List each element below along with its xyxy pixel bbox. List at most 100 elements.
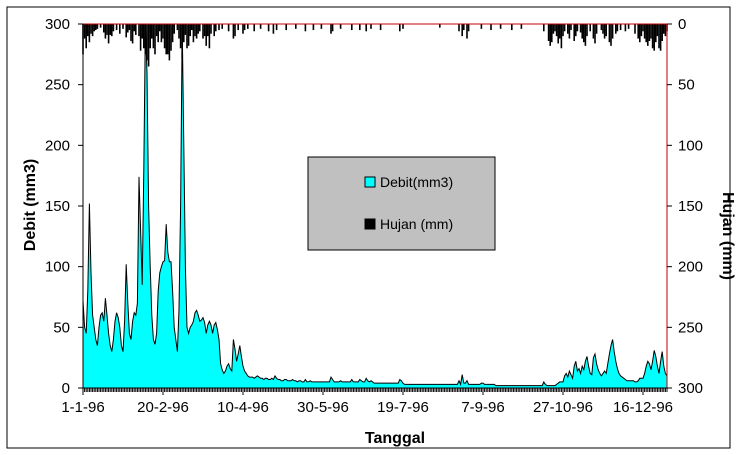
hujan-bar — [138, 24, 140, 37]
axis-layer: 0 50 100 150 200 250 300 0 50 100 150 200 250 300 1-1-… — [45, 16, 703, 416]
legend-box — [307, 156, 496, 251]
hujan-bar — [458, 24, 460, 32]
hujan-bar — [552, 24, 555, 34]
hujan-bar — [210, 24, 212, 34]
hujan-bar — [551, 24, 553, 43]
hujan-bar — [184, 24, 187, 35]
hujan-bar — [285, 24, 287, 31]
hujan-bar — [595, 24, 598, 34]
hujan-bar — [648, 24, 651, 41]
hujan-bar — [146, 24, 148, 61]
hujan-bar — [359, 24, 361, 31]
hujan-bar — [399, 24, 401, 32]
hujan-bar — [186, 24, 188, 49]
hujan-bar — [168, 24, 171, 61]
hujan-bar — [199, 24, 201, 32]
hujan-bar — [242, 24, 244, 34]
plot-layer — [82, 23, 668, 388]
hujan-bar — [466, 24, 468, 39]
hujan-bar — [95, 24, 97, 31]
hujan-bar — [218, 24, 220, 31]
hujan-bar — [611, 24, 614, 39]
x-tick-label: 27-10-96 — [533, 399, 593, 416]
hujan-bar — [107, 24, 110, 44]
hujan-bar — [634, 24, 636, 34]
y-tick-label: 50 — [53, 319, 70, 336]
hujan-bar — [275, 24, 278, 31]
hujan-bar — [144, 24, 147, 55]
hujan-bar — [259, 24, 262, 29]
hujan-bar — [183, 24, 185, 43]
hujan-bar — [99, 24, 102, 28]
y2-tick-label: 0 — [678, 16, 686, 33]
hujan-bar — [171, 24, 174, 43]
y-axis-title: Debit (mm3) — [22, 159, 39, 251]
hujan-bar — [213, 24, 215, 37]
hujan-bar — [330, 24, 332, 34]
hujan-bar — [243, 24, 246, 31]
hujan-bar — [104, 24, 107, 39]
hujan-bar — [194, 24, 196, 37]
y-tick-label: 150 — [45, 198, 70, 215]
hujan-bar — [650, 24, 652, 39]
hujan-bar — [93, 24, 95, 32]
hujan-bar — [203, 24, 206, 37]
y2-tick-label: 150 — [678, 198, 703, 215]
hujan-bar — [365, 24, 367, 32]
hujan-bar — [147, 24, 150, 67]
hujan-bar — [379, 24, 382, 31]
hujan-bar — [563, 24, 566, 32]
y2-tick-label: 50 — [678, 77, 695, 94]
hujan-bar — [559, 24, 561, 39]
legend: Debit(mm3) Hujan (mm) — [307, 156, 496, 251]
x-tick-label: 16-12-96 — [613, 399, 673, 416]
hujan-bar — [163, 24, 166, 49]
hujan-bar — [215, 24, 217, 32]
hujan-bar — [370, 24, 372, 29]
hujan-bar — [584, 24, 587, 46]
y-tick-label: 100 — [45, 259, 70, 276]
hujan-bar — [331, 24, 334, 32]
hujan-bar — [112, 24, 115, 32]
hujan-bar — [575, 24, 577, 37]
hujan-bar — [312, 24, 315, 31]
hujan-bar — [181, 24, 183, 58]
hujan-bar — [122, 24, 124, 29]
y-tick-label: 0 — [62, 380, 70, 397]
hujan-bar — [125, 24, 127, 38]
hujan-bar — [115, 24, 118, 31]
hujan-bar — [637, 24, 639, 39]
hujan-bar — [155, 24, 158, 37]
hujan-bar — [227, 24, 230, 32]
hujan-bar — [655, 24, 657, 43]
hujan-bar — [135, 24, 137, 35]
hujan-bar — [157, 24, 159, 43]
legend-label-debit: Debit(mm3) — [380, 174, 453, 190]
hujan-bar — [351, 24, 353, 31]
y2-tick-label: 250 — [678, 319, 703, 336]
hujan-bar — [615, 24, 617, 34]
hujan-bar — [490, 24, 492, 31]
hujan-bar — [619, 24, 622, 31]
hujan-bar — [568, 24, 571, 39]
hujan-bar — [128, 24, 131, 31]
hujan-bar — [160, 24, 163, 43]
hujan-bar — [167, 24, 169, 55]
hujan-bar — [583, 24, 585, 43]
hujan-bar — [547, 24, 550, 41]
y-tick-label: 250 — [45, 77, 70, 94]
debit-area — [83, 24, 667, 388]
hujan-bar — [656, 24, 659, 37]
hujan-bar — [90, 24, 92, 34]
hujan-bar — [234, 24, 236, 37]
hujan-bar — [191, 24, 193, 31]
hujan-bar — [608, 24, 611, 43]
hujan-bar — [87, 24, 89, 37]
hujan-bar — [554, 24, 556, 32]
hujan-bar — [594, 24, 596, 44]
hujan-bar — [463, 24, 465, 31]
hujan-bar — [247, 24, 249, 29]
hujan-bar — [520, 24, 523, 29]
